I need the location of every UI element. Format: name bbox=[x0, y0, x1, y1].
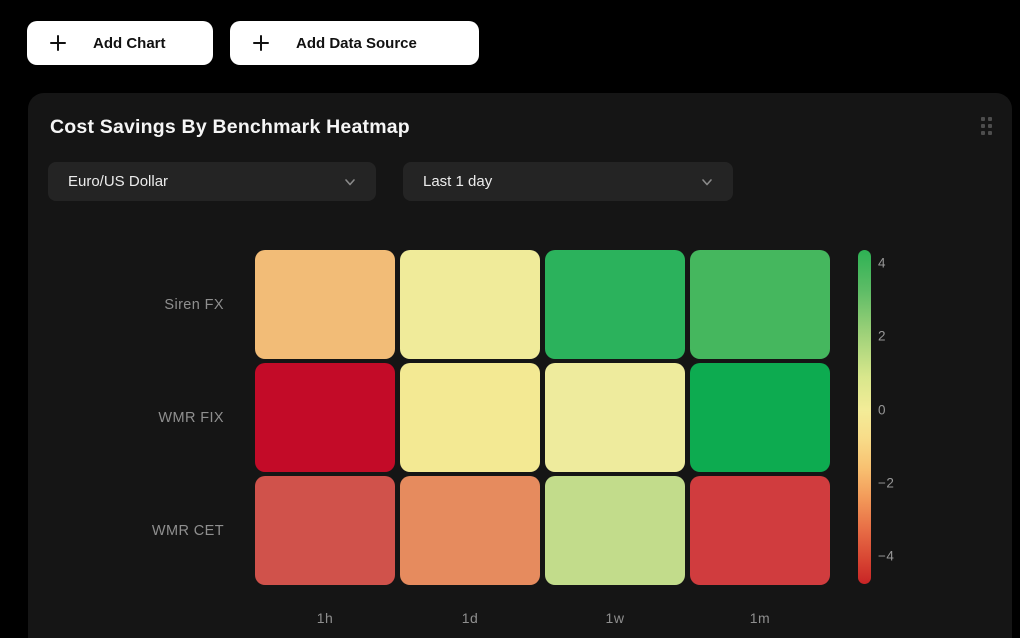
currency-pair-dropdown[interactable]: Euro/US Dollar bbox=[48, 162, 376, 201]
heatmap-cell[interactable] bbox=[255, 476, 395, 585]
plus-icon bbox=[49, 34, 67, 52]
colorbar-tick-label: −4 bbox=[878, 548, 895, 564]
heatmap-cell[interactable] bbox=[545, 250, 685, 359]
chevron-down-icon bbox=[699, 174, 715, 190]
heatmap-grid bbox=[255, 250, 830, 585]
add-data-source-label: Add Data Source bbox=[296, 34, 417, 52]
add-data-source-button[interactable]: Add Data Source bbox=[230, 21, 479, 65]
time-range-dropdown[interactable]: Last 1 day bbox=[403, 162, 733, 201]
heatmap-cell[interactable] bbox=[400, 476, 540, 585]
heatmap-row-label: WMR FIX bbox=[158, 409, 224, 426]
colorbar-tick-label: 2 bbox=[878, 328, 887, 344]
time-range-value: Last 1 day bbox=[423, 173, 493, 190]
heatmap-cell[interactable] bbox=[690, 250, 830, 359]
heatmap-row-labels: Siren FX WMR FIX WMR CET bbox=[28, 250, 224, 585]
heatmap-row-label: Siren FX bbox=[164, 296, 224, 313]
colorbar-ticks: 4 2 0 −2 −4 bbox=[878, 250, 918, 584]
heatmap-cell[interactable] bbox=[255, 363, 395, 472]
colorbar-tick-label: 4 bbox=[878, 255, 887, 271]
card-title: Cost Savings By Benchmark Heatmap bbox=[50, 116, 410, 138]
chevron-down-icon bbox=[342, 174, 358, 190]
add-chart-button[interactable]: Add Chart bbox=[27, 21, 213, 65]
heatmap-row-label: WMR CET bbox=[151, 522, 224, 539]
heatmap-col-label: 1m bbox=[749, 610, 771, 626]
heatmap-cell[interactable] bbox=[400, 250, 540, 359]
heatmap-cell[interactable] bbox=[690, 363, 830, 472]
drag-handle-icon[interactable] bbox=[981, 117, 992, 135]
currency-pair-value: Euro/US Dollar bbox=[68, 173, 169, 190]
heatmap-card: Cost Savings By Benchmark Heatmap Euro/U… bbox=[28, 93, 1012, 638]
colorbar-tick-label: −2 bbox=[878, 475, 895, 491]
colorbar bbox=[858, 250, 871, 584]
heatmap-cell[interactable] bbox=[690, 476, 830, 585]
heatmap-cell[interactable] bbox=[400, 363, 540, 472]
heatmap-col-labels: 1h 1d 1w 1m bbox=[255, 610, 830, 626]
heatmap-cell[interactable] bbox=[545, 476, 685, 585]
heatmap-col-label: 1d bbox=[461, 610, 479, 626]
colorbar-tick-label: 0 bbox=[878, 402, 887, 418]
plus-icon bbox=[252, 34, 270, 52]
heatmap-col-label: 1w bbox=[605, 610, 625, 626]
heatmap-col-label: 1h bbox=[316, 610, 334, 626]
heatmap-cell[interactable] bbox=[545, 363, 685, 472]
heatmap-cell[interactable] bbox=[255, 250, 395, 359]
add-chart-label: Add Chart bbox=[93, 34, 166, 52]
